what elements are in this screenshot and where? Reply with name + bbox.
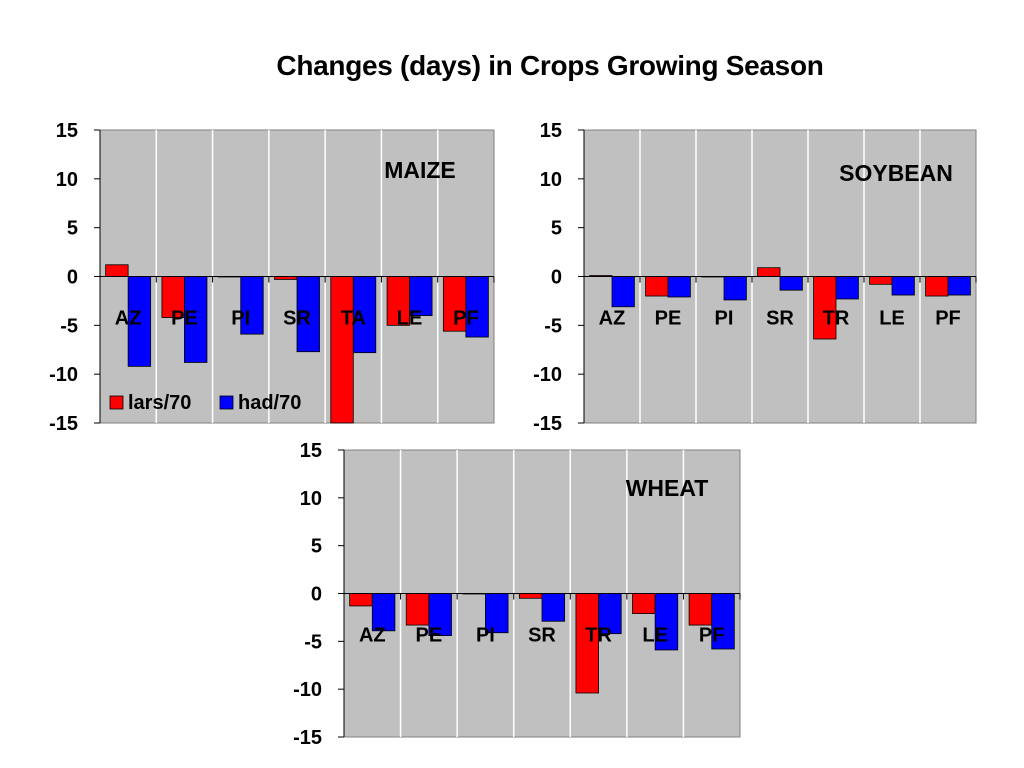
category-label: PI bbox=[715, 308, 734, 330]
bar-lars-sr bbox=[518, 593, 543, 599]
y-tick-label: 0 bbox=[311, 584, 322, 606]
bar-had-pi bbox=[723, 276, 747, 301]
y-tick-label: 10 bbox=[56, 169, 78, 191]
y-tick-label: 0 bbox=[67, 267, 78, 289]
y-tick-label: -10 bbox=[49, 364, 78, 386]
category-label: LE bbox=[879, 308, 905, 330]
wheat-chart: 15 10 5 0 -5 -10 -15 AZ PE PI SR TR LE PF WHEAT bbox=[293, 440, 741, 749]
bar-had-pe bbox=[667, 276, 691, 298]
y-tick-label: -10 bbox=[293, 679, 322, 701]
y-tick-label: 5 bbox=[67, 218, 78, 240]
category-label: PF bbox=[699, 625, 725, 647]
bar-had-az bbox=[611, 276, 635, 308]
category-label: AZ bbox=[599, 308, 626, 330]
y-tick-label: -5 bbox=[304, 631, 322, 653]
bar-lars-sr bbox=[757, 267, 781, 277]
bar-lars-pf bbox=[688, 593, 713, 626]
y-tick-label: -10 bbox=[533, 364, 562, 386]
category-label: PE bbox=[416, 625, 443, 647]
legend-label: lars/70 bbox=[128, 392, 191, 414]
category-label: SR bbox=[766, 308, 794, 330]
category-label: LE bbox=[397, 308, 423, 330]
bar-lars-az bbox=[105, 264, 129, 277]
bar-lars-pf bbox=[925, 276, 949, 297]
y-tick-label: 15 bbox=[300, 440, 322, 462]
y-tick-label: 10 bbox=[300, 488, 322, 510]
category-label: TA bbox=[341, 308, 366, 330]
bar-had-sr bbox=[541, 593, 566, 622]
category-label: AZ bbox=[359, 625, 386, 647]
bar-had-tr bbox=[835, 276, 859, 300]
category-label: SR bbox=[528, 625, 556, 647]
bar-had-pf bbox=[947, 276, 971, 296]
category-label: LE bbox=[642, 625, 668, 647]
panel-title: WHEAT bbox=[626, 475, 709, 501]
category-label: PI bbox=[476, 625, 495, 647]
bar-lars-az bbox=[349, 593, 373, 607]
category-label: PF bbox=[935, 308, 961, 330]
y-tick-label: 0 bbox=[551, 267, 562, 289]
legend-swatch bbox=[219, 395, 234, 410]
category-label: AZ bbox=[115, 308, 142, 330]
category-label: PI bbox=[231, 308, 250, 330]
bar-lars-ta bbox=[330, 276, 354, 424]
y-tick-label: 10 bbox=[540, 169, 562, 191]
bar-had-le bbox=[891, 276, 915, 296]
y-tick-label: -15 bbox=[293, 727, 322, 749]
category-label: PE bbox=[171, 308, 198, 330]
page-title: Changes (days) in Crops Growing Season bbox=[276, 50, 824, 81]
panel-title: SOYBEAN bbox=[839, 160, 953, 186]
y-tick-label: -5 bbox=[60, 315, 78, 337]
soybean-chart: 15 10 5 0 -5 -10 -15 AZ PE PI SR TR LE PF SOYBEAN bbox=[533, 120, 977, 435]
bar-lars-pe bbox=[645, 276, 669, 297]
maize-chart: 15 10 5 0 -5 -10 -15 AZ PE PI SR TA LE PF MAIZE lars/70… bbox=[49, 120, 495, 435]
bar-lars-le bbox=[632, 593, 656, 614]
panel-title: MAIZE bbox=[384, 157, 456, 183]
bar-lars-le bbox=[869, 276, 893, 285]
y-tick-label: 15 bbox=[56, 120, 78, 142]
y-tick-label: 5 bbox=[311, 536, 322, 558]
bar-lars-pe bbox=[405, 593, 430, 626]
legend-label: had/70 bbox=[238, 392, 301, 414]
category-label: PF bbox=[453, 308, 479, 330]
category-label: TR bbox=[585, 625, 612, 647]
y-tick-label: 5 bbox=[551, 218, 562, 240]
y-tick-label: -5 bbox=[544, 315, 562, 337]
category-label: SR bbox=[283, 308, 311, 330]
bar-had-sr bbox=[779, 276, 803, 291]
category-label: TR bbox=[823, 308, 850, 330]
y-tick-label: 15 bbox=[540, 120, 562, 142]
y-tick-label: -15 bbox=[49, 413, 78, 435]
legend-swatch bbox=[109, 395, 124, 410]
category-label: PE bbox=[655, 308, 682, 330]
y-tick-label: -15 bbox=[533, 413, 562, 435]
